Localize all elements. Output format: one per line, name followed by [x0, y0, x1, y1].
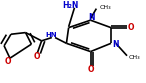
Text: N: N — [112, 40, 119, 49]
Text: O: O — [87, 65, 94, 74]
Text: O: O — [127, 23, 134, 32]
Text: CH₃: CH₃ — [128, 55, 140, 60]
Text: N: N — [88, 13, 95, 22]
Text: CH₃: CH₃ — [100, 5, 111, 10]
Text: O: O — [5, 57, 11, 66]
Text: O: O — [33, 52, 40, 61]
Text: HN: HN — [46, 32, 57, 38]
Text: H₂N: H₂N — [63, 1, 79, 10]
